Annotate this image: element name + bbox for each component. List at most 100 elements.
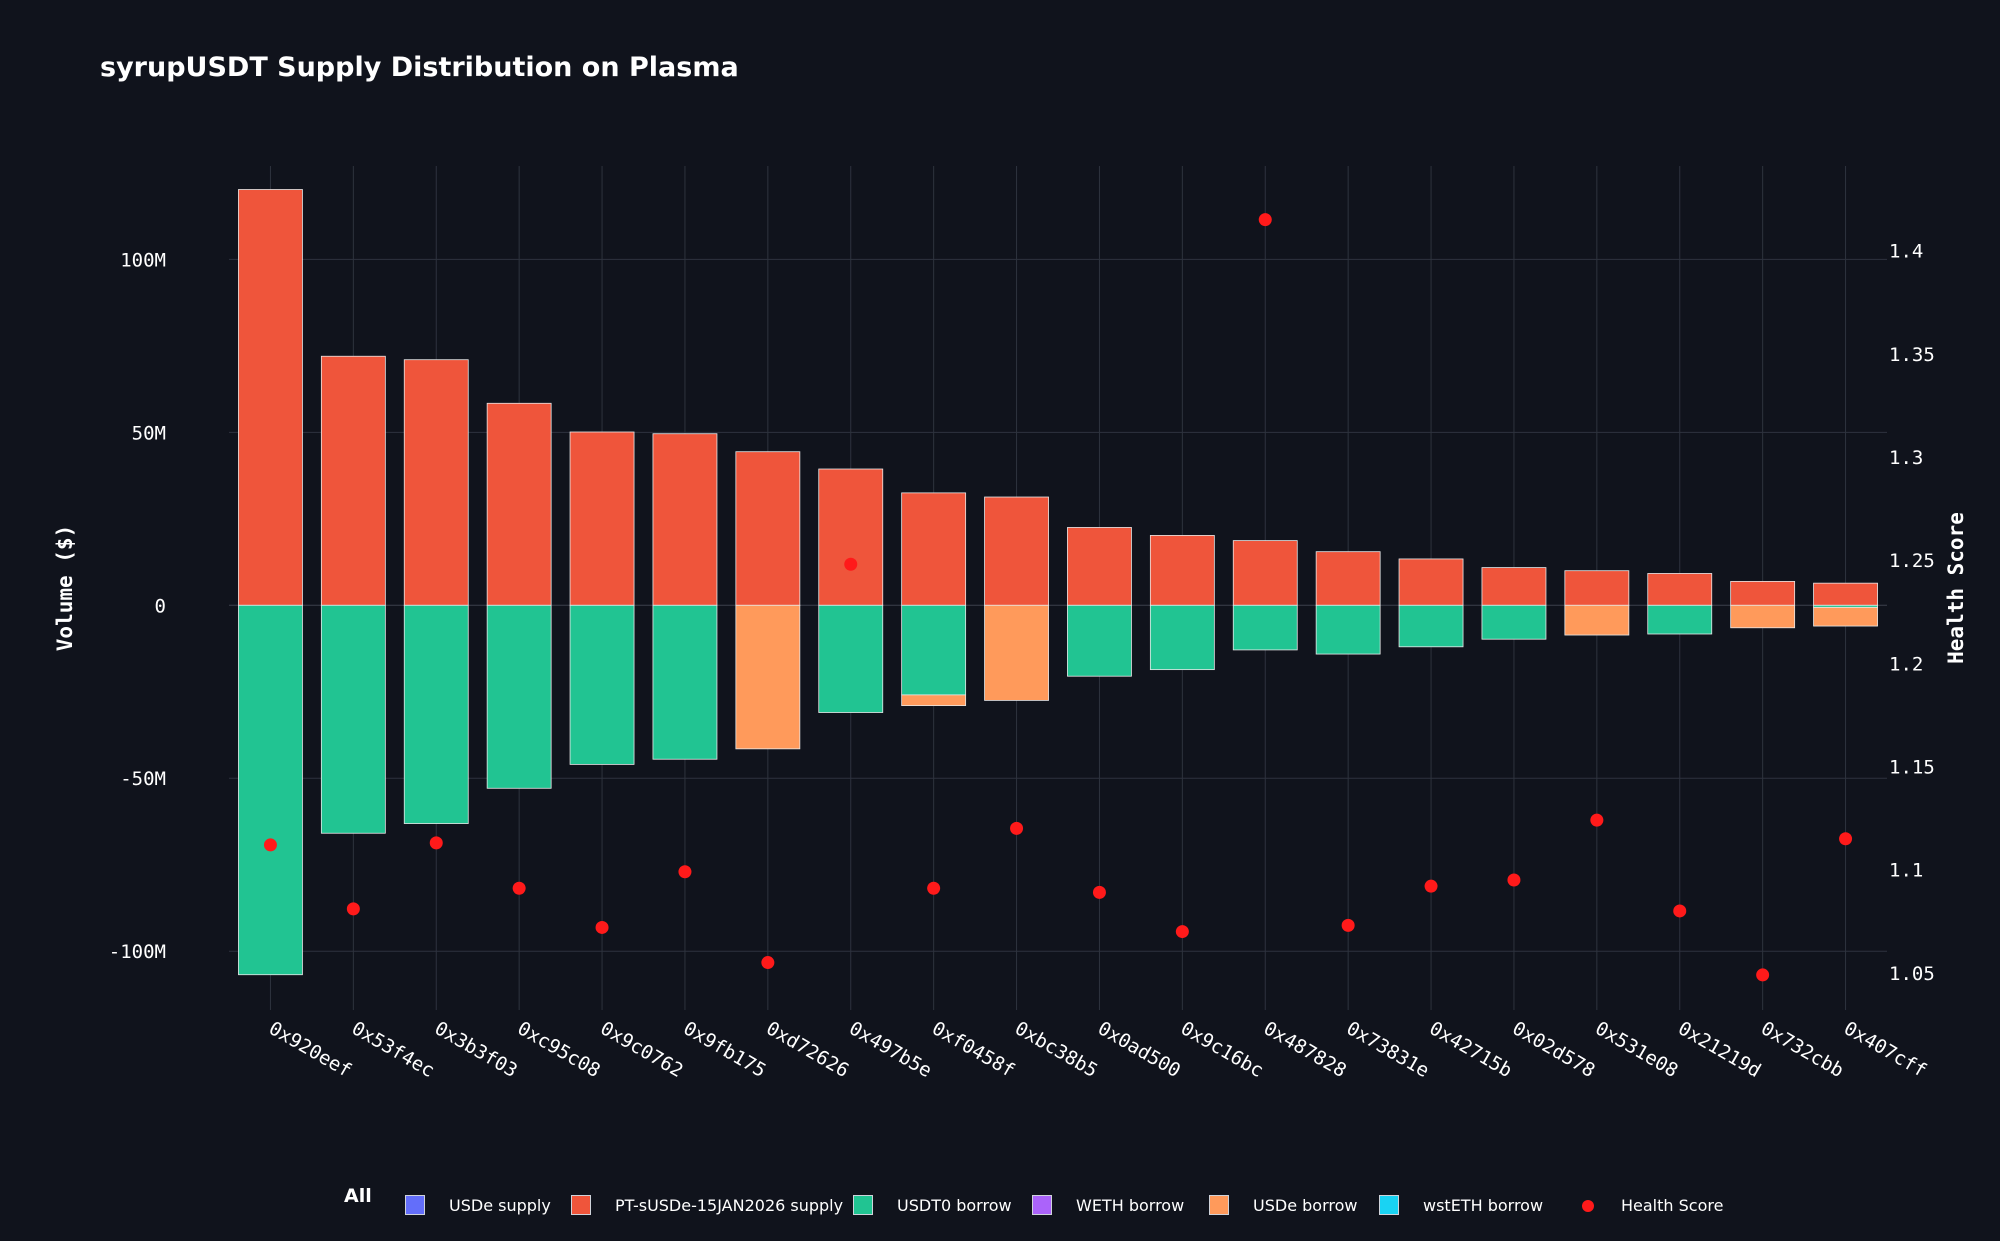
bar-pt-susde-15jan2026-supply-0x9fb175 xyxy=(652,433,718,606)
legend-label: USDe supply xyxy=(449,1196,551,1215)
bar-usdt0-borrow-0xc95c08 xyxy=(486,604,552,789)
health-score-point-0x531e08 xyxy=(1590,813,1604,827)
legend-label: WETH borrow xyxy=(1076,1196,1185,1215)
legend-swatch-icon xyxy=(405,1195,425,1215)
y2-tick-label: 1.1 xyxy=(1889,860,1923,882)
bar-pt-susde-15jan2026-supply-0xf0458f xyxy=(901,492,967,606)
health-score-point-0x9fb175 xyxy=(678,865,692,879)
bar-pt-susde-15jan2026-supply-0x531e08 xyxy=(1564,570,1630,606)
bar-usdt0-borrow-0x487828 xyxy=(1232,604,1298,651)
y2-tick-label: 1.2 xyxy=(1889,653,1923,675)
bar-usdt0-borrow-0x53f4ec xyxy=(320,604,386,834)
legend-swatch-icon xyxy=(571,1195,591,1215)
bar-layer xyxy=(238,189,1878,976)
x-tick-label: 0x9c0762 xyxy=(597,1017,687,1082)
bar-usdt0-borrow-0x9fb175 xyxy=(652,604,718,760)
health-score-point-0x732cbb xyxy=(1756,968,1770,982)
x-tick-label: 0x53f4ec xyxy=(348,1017,438,1082)
x-tick-label: 0x497b5e xyxy=(845,1017,935,1082)
x-tick-label: 0x42715b xyxy=(1426,1017,1516,1082)
bar-usdt0-borrow-0x920eef xyxy=(238,604,303,976)
bar-pt-susde-15jan2026-supply-0x3b3f03 xyxy=(403,359,469,606)
x-tick-label: 0x0ad500 xyxy=(1094,1017,1184,1082)
bar-pt-susde-15jan2026-supply-0x920eef xyxy=(238,189,303,606)
health-score-point-0x497b5e xyxy=(844,557,858,571)
health-score-point-0x407cff xyxy=(1839,832,1853,846)
health-score-point-0xd72626 xyxy=(761,956,775,970)
bar-usde-borrow-0x531e08 xyxy=(1564,604,1630,636)
bar-usde-borrow-0x407cff xyxy=(1813,606,1878,627)
health-score-point-0x42715b xyxy=(1424,879,1438,893)
y-tick-label: 100M xyxy=(120,249,166,271)
bar-usdt0-borrow-0x9c0762 xyxy=(569,604,635,765)
legend: All USDe supply PT-sUSDe-15JAN2026 supply… xyxy=(0,1185,2000,1225)
bar-usdt0-borrow-0x497b5e xyxy=(818,604,884,713)
bar-pt-susde-15jan2026-supply-0x42715b xyxy=(1398,558,1464,606)
y2-tick-label: 1.35 xyxy=(1889,344,1935,366)
x-tick-label: 0x732cbb xyxy=(1757,1017,1847,1082)
grid-layer xyxy=(229,166,1887,1010)
bar-usdt0-borrow-0x02d578 xyxy=(1481,604,1547,640)
x-tick-label: 0xbc38b5 xyxy=(1011,1017,1101,1082)
bar-usdt0-borrow-0x42715b xyxy=(1398,604,1464,648)
health-score-point-0x3b3f03 xyxy=(429,836,443,850)
y2-tick-label: 1.05 xyxy=(1889,963,1935,985)
bar-pt-susde-15jan2026-supply-0x732cbb xyxy=(1730,581,1796,606)
y-tick-label: 0 xyxy=(155,595,166,617)
x-tick-label: 0x02d578 xyxy=(1508,1017,1598,1082)
legend-label: Health Score xyxy=(1621,1196,1724,1215)
y2-tick-label: 1.4 xyxy=(1889,241,1923,263)
y2-tick-label: 1.25 xyxy=(1889,550,1935,572)
bar-usde-borrow-0xd72626 xyxy=(735,604,801,750)
bar-usde-borrow-0xf0458f xyxy=(901,694,967,707)
y-tick-label: -100M xyxy=(109,941,166,963)
legend-label: wstETH borrow xyxy=(1423,1196,1544,1215)
bar-usdt0-borrow-0x3b3f03 xyxy=(403,604,469,824)
bar-usdt0-borrow-0x21219d xyxy=(1647,604,1713,635)
y2-axis-title: Health Score xyxy=(1944,512,1968,664)
bar-pt-susde-15jan2026-supply-0x0ad500 xyxy=(1067,527,1132,606)
legend-swatch-icon xyxy=(1209,1195,1229,1215)
health-score-point-0x02d578 xyxy=(1507,873,1521,887)
x-tick-label: 0x9c16bc xyxy=(1177,1017,1267,1082)
x-tick-label: 0x3b3f03 xyxy=(431,1017,521,1082)
health-score-point-0x9c0762 xyxy=(595,920,609,934)
health-score-point-0x73831e xyxy=(1341,918,1355,932)
bar-pt-susde-15jan2026-supply-0x9c16bc xyxy=(1149,535,1215,606)
legend-dot-icon xyxy=(1582,1200,1594,1212)
legend-swatch-icon xyxy=(1379,1195,1399,1215)
bar-pt-susde-15jan2026-supply-0xd72626 xyxy=(735,451,801,606)
y-axis-title: Volume ($) xyxy=(53,525,77,651)
x-tick-label: 0x920eef xyxy=(265,1017,355,1082)
health-score-point-0xc95c08 xyxy=(512,881,526,895)
bar-pt-susde-15jan2026-supply-0x9c0762 xyxy=(569,431,635,606)
legend-label: USDe borrow xyxy=(1253,1196,1358,1215)
bar-usde-borrow-0xbc38b5 xyxy=(984,604,1049,701)
bar-pt-susde-15jan2026-supply-0x21219d xyxy=(1647,573,1713,606)
health-score-point-0x9c16bc xyxy=(1175,925,1189,939)
bar-pt-susde-15jan2026-supply-0xc95c08 xyxy=(486,402,552,606)
legend-swatch-icon xyxy=(853,1195,873,1215)
health-score-point-0x53f4ec xyxy=(346,902,360,916)
x-tick-label: 0xf0458f xyxy=(928,1017,1018,1082)
bar-pt-susde-15jan2026-supply-0x53f4ec xyxy=(320,355,386,606)
bar-usde-borrow-0x732cbb xyxy=(1730,604,1796,629)
legend-label: USDT0 borrow xyxy=(897,1196,1012,1215)
x-tick-label: 0x9fb175 xyxy=(679,1017,769,1082)
legend-all-toggle[interactable]: All xyxy=(344,1185,372,1207)
x-tick-label: 0xd72626 xyxy=(762,1017,852,1082)
y2-tick-label: 1.3 xyxy=(1889,447,1923,469)
bar-usdt0-borrow-0xf0458f xyxy=(901,604,967,696)
health-score-point-0x920eef xyxy=(263,838,277,852)
y-tick-label: -50M xyxy=(120,768,166,790)
legend-label: PT-sUSDe-15JAN2026 supply xyxy=(615,1196,844,1215)
x-tick-label: 0x487828 xyxy=(1260,1017,1350,1082)
bar-pt-susde-15jan2026-supply-0xbc38b5 xyxy=(984,496,1049,606)
x-tick-label: 0x73831e xyxy=(1343,1017,1433,1082)
y2-tick-label: 1.15 xyxy=(1889,756,1935,778)
health-score-point-0xbc38b5 xyxy=(1010,821,1024,835)
bar-pt-susde-15jan2026-supply-0x73831e xyxy=(1315,551,1381,606)
bar-pt-susde-15jan2026-supply-0x487828 xyxy=(1232,540,1298,606)
